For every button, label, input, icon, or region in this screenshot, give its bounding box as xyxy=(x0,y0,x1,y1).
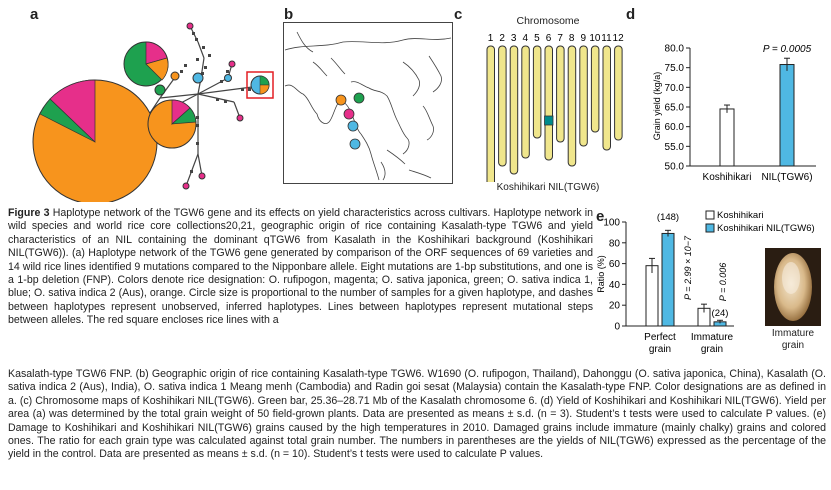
chromosome-number: 6 xyxy=(546,33,552,44)
haplotype-node-magenta-3 xyxy=(236,114,244,122)
immature-grain-label-line1: Immature xyxy=(771,328,815,339)
y-tick-label: 60 xyxy=(609,259,621,270)
map-points xyxy=(335,92,365,150)
chromosome-number: 2 xyxy=(499,33,505,44)
legend-label: Koshihikari xyxy=(717,210,763,221)
haplotype-node-japonica xyxy=(123,41,169,87)
x-tick-label: Perfect xyxy=(644,332,676,343)
caption-text-1: Haplotype network of the TGW6 gene and i… xyxy=(8,207,593,327)
legend-swatch xyxy=(705,223,715,233)
panel-label-c: c xyxy=(454,6,463,23)
chromosome-bar xyxy=(498,45,507,167)
haplotype-node-magenta-2 xyxy=(198,172,206,180)
y-tick-label: 80.0 xyxy=(665,44,685,55)
y-tick-label: 60.0 xyxy=(665,122,685,133)
y-tick-label: 65.0 xyxy=(665,103,685,114)
haplotype-node-fnp xyxy=(250,75,270,95)
chromosome-bar xyxy=(521,45,530,159)
legend-label: Koshihikari NIL(TGW6) xyxy=(717,223,815,234)
chromosome-number: 4 xyxy=(523,33,529,44)
chromosome-number: 10 xyxy=(589,33,601,44)
x-tick-label: Immature xyxy=(691,332,734,343)
immature-grain-photo xyxy=(765,248,821,326)
chromosome-bar xyxy=(556,45,565,143)
haplotype-node-magenta-5 xyxy=(186,22,194,30)
geographic-map xyxy=(283,22,453,184)
bar xyxy=(719,108,735,167)
yield-annotation-perfect: (148) xyxy=(657,212,679,223)
figure-caption-part1: Figure 3 Haplotype network of the TGW6 g… xyxy=(8,207,593,328)
y-tick-label: 55.0 xyxy=(665,142,685,153)
x-tick-label: grain xyxy=(701,344,723,355)
haplotype-node-small-orange xyxy=(170,71,180,81)
chromosome-bar xyxy=(509,45,519,175)
y-tick-label: 50.0 xyxy=(665,162,685,173)
haplotype-node-small-green xyxy=(154,84,166,96)
chromosome-bar xyxy=(532,45,542,139)
haplotype-node-magenta-4 xyxy=(228,60,236,68)
kasalath-fnp-box xyxy=(246,71,274,99)
y-tick-label: 0 xyxy=(614,322,620,333)
haplotype-node-magenta xyxy=(182,182,190,190)
haplotype-node-large xyxy=(32,79,158,202)
chromosome-bar xyxy=(486,45,495,182)
x-tick-label: Koshihikari xyxy=(703,172,752,183)
p-value-immature: P = 0.006 xyxy=(718,263,728,301)
y-tick-label: 70.0 xyxy=(665,83,685,94)
y-axis-label: Grain yield (kg/a) xyxy=(652,72,662,141)
chromosome-bar xyxy=(602,45,611,151)
y-tick-label: 80 xyxy=(609,238,621,249)
haplotype-node-aus xyxy=(147,99,197,149)
chromosome-number: 3 xyxy=(511,33,517,44)
chromosome-number: 9 xyxy=(581,33,587,44)
bar xyxy=(661,232,675,327)
chromosome-number: 11 xyxy=(601,33,612,44)
y-tick-label: 75.0 xyxy=(665,63,685,74)
map-frame xyxy=(283,22,453,184)
immature-grain-label-line2: grain xyxy=(781,340,805,351)
chart-d-yield: 50.0 55.0 60.0 65.0 70.0 75.0 80.0 Grain yield … xyxy=(652,44,816,183)
chromosome-bar xyxy=(567,45,577,167)
kasalath-segment-marker xyxy=(544,115,554,126)
haplotype-node-blue-2 xyxy=(224,74,232,82)
p-value-annotation: P = 0.0005 xyxy=(763,44,812,55)
y-axis-label: Ratio (%) xyxy=(596,255,606,293)
figure-number: Figure 3 xyxy=(8,207,50,219)
chromosome-bar xyxy=(544,45,553,161)
chromosome-title: Chromosome xyxy=(516,15,580,27)
x-tick-label: grain xyxy=(649,344,671,355)
p-value-perfect: P = 2.99 × 10−7 xyxy=(683,235,693,300)
y-tick-label: 40 xyxy=(609,280,621,291)
panel-label-d: d xyxy=(626,6,636,23)
chromosome-number: 7 xyxy=(557,33,563,44)
panel-label-b: b xyxy=(284,6,294,23)
chromosome-number: 5 xyxy=(534,33,540,44)
panel-label-e: e xyxy=(596,208,605,225)
figure-caption-part2: Kasalath-type TGW6 FNP. (b) Geographic o… xyxy=(8,368,826,462)
y-tick-label: 100 xyxy=(603,218,620,229)
map-coastlines xyxy=(284,31,452,181)
legend-swatch xyxy=(705,210,715,220)
chromosome-bar xyxy=(590,45,600,133)
chromosome-number: 12 xyxy=(613,33,625,44)
chromosome-map: 1 2 3 4 5 6 7 8 9 10 11 12 xyxy=(486,33,625,182)
caption-text-2: Kasalath-type TGW6 FNP. (b) Geographic o… xyxy=(8,368,826,461)
bar xyxy=(779,64,795,167)
x-tick-label: NIL(TGW6) xyxy=(761,172,812,183)
bar xyxy=(645,265,659,327)
chromosome-number: 8 xyxy=(569,33,575,44)
yield-annotation-immature: (24) xyxy=(712,308,729,319)
chromosome-number: 1 xyxy=(488,33,494,44)
haplotype-node-blue xyxy=(192,72,204,84)
panel-label-a: a xyxy=(30,6,39,23)
haplotype-network xyxy=(32,22,274,202)
y-tick-label: 20 xyxy=(609,301,621,312)
chromosome-bar xyxy=(579,45,588,147)
chromosome-footer: Koshihikari NIL(TGW6) xyxy=(496,182,600,193)
immature-grain-label: Immature grain xyxy=(760,328,826,352)
chromosome-bar xyxy=(614,45,623,141)
